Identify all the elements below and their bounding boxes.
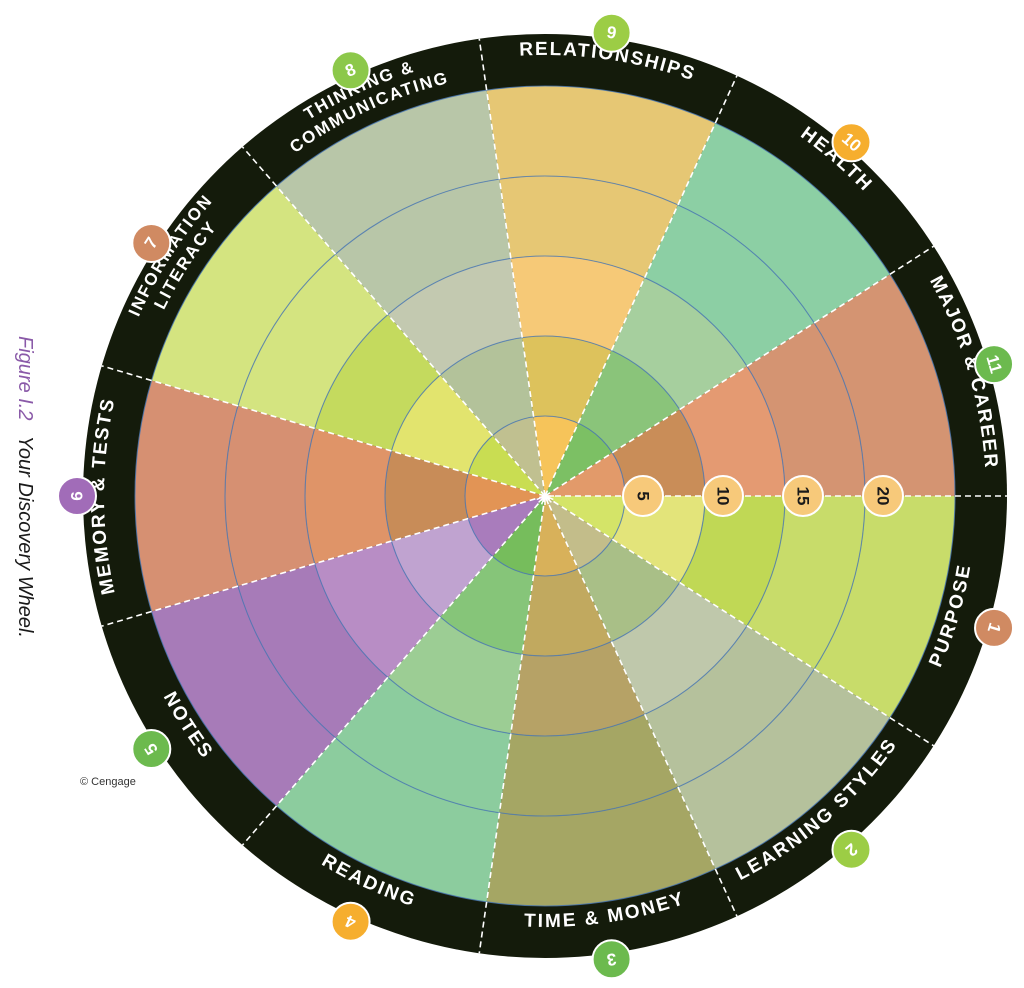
wedge-band <box>237 254 388 429</box>
section-divider <box>241 146 546 497</box>
wedge-band <box>391 375 493 474</box>
wedge-band <box>522 568 612 656</box>
wedge-band <box>522 336 612 424</box>
wedge-band <box>440 556 534 655</box>
wedge-band <box>151 186 336 406</box>
wedge-band <box>533 496 579 576</box>
figure-title: Your Discovery Wheel. <box>14 435 36 638</box>
section-number-badge: 9 <box>591 12 632 53</box>
section-divider <box>544 75 738 497</box>
wedge-band <box>225 405 315 587</box>
wedge-band <box>314 314 441 451</box>
section-number-badge: 3 <box>591 939 632 980</box>
wedge-band <box>644 204 815 367</box>
section-number-badge: 4 <box>330 901 371 942</box>
wedge-band <box>305 428 392 564</box>
section-number-badge: 1 <box>974 607 1015 648</box>
scale-badge: 15 <box>782 475 824 517</box>
section-number-badge: 2 <box>831 829 872 870</box>
wedge-band <box>814 274 955 496</box>
wedge-band <box>545 452 625 496</box>
svg-text:20: 20 <box>874 487 893 506</box>
wedge-band <box>237 563 388 738</box>
svg-text:3: 3 <box>606 949 618 969</box>
section-divider <box>101 365 546 497</box>
wedge-band <box>486 787 716 906</box>
section-divider <box>101 495 546 627</box>
wedge-band <box>611 582 747 715</box>
svg-text:5: 5 <box>634 491 653 500</box>
wheel-wedges <box>83 34 1007 958</box>
wedge-band <box>545 496 613 569</box>
wedge-band <box>151 586 336 806</box>
svg-text:10: 10 <box>714 487 733 506</box>
section-divider <box>544 495 738 917</box>
wedge-band <box>499 176 678 278</box>
wedge-band <box>134 380 238 612</box>
wedge-band <box>391 518 493 617</box>
wedge-band <box>465 473 545 519</box>
wedge-band <box>611 277 747 410</box>
wedge-band <box>276 737 500 902</box>
copyright-notice: © Cengage <box>80 776 136 788</box>
figure-label: Figure I.2 <box>14 336 36 421</box>
wedge-band <box>468 496 545 557</box>
figure-caption: Figure I.2 Your Discovery Wheel. <box>13 336 36 638</box>
svg-text:15: 15 <box>794 487 813 506</box>
scale-badge: 10 <box>702 475 744 517</box>
wedge-band <box>533 415 579 496</box>
wedge-band <box>492 496 545 576</box>
section-number-badge: 11 <box>974 344 1015 385</box>
section-divider <box>478 495 546 954</box>
section-divider <box>241 495 546 846</box>
section-number-badge: 10 <box>831 122 872 163</box>
section-number-badge: 5 <box>131 729 172 770</box>
svg-text:6: 6 <box>67 491 86 500</box>
section-number-badge: 7 <box>131 222 172 263</box>
scale-badge: 5 <box>622 475 664 517</box>
wedge-band <box>385 450 469 542</box>
wedge-band <box>486 85 716 205</box>
wedge-band <box>677 123 890 323</box>
wedge-band <box>545 496 625 540</box>
wedge-band <box>746 322 865 496</box>
section-divider <box>544 245 935 497</box>
svg-text:9: 9 <box>606 23 618 43</box>
wedge-band <box>644 625 815 788</box>
wedge-band <box>492 416 545 496</box>
scale-badge: 20 <box>862 475 904 517</box>
section-divider <box>478 38 546 497</box>
wedge-band <box>468 435 545 496</box>
section-divider <box>544 495 935 747</box>
wedge-band <box>679 496 785 626</box>
wedge-band <box>545 423 613 496</box>
wedge-band <box>440 337 534 436</box>
wedge-band <box>314 541 441 678</box>
wedge-band <box>335 677 511 813</box>
wedge-band <box>612 409 705 496</box>
wedge-band <box>578 350 680 453</box>
section-number-badge: 6 <box>57 476 97 516</box>
wedge-band <box>335 179 511 315</box>
wedge-band <box>814 496 955 718</box>
wedge-band <box>746 496 865 670</box>
wedge-band <box>276 90 500 255</box>
wedge-band <box>510 256 645 351</box>
wheel-dividers <box>101 38 1007 954</box>
wedge-band <box>578 539 680 642</box>
wedge-band <box>510 641 645 736</box>
wedge-band <box>612 496 705 583</box>
section-number-badges: 1 2 3 4 5 6 7 8 9 10 11 <box>57 12 1015 980</box>
center-star <box>536 495 554 505</box>
svg-text:11: 11 <box>982 353 1005 376</box>
section-number-badge: 8 <box>330 50 371 91</box>
wedge-band <box>679 366 785 496</box>
scale-labels: 5 10 15 20 <box>536 475 904 517</box>
wedge-band <box>677 669 890 869</box>
wedge-band <box>499 714 678 816</box>
